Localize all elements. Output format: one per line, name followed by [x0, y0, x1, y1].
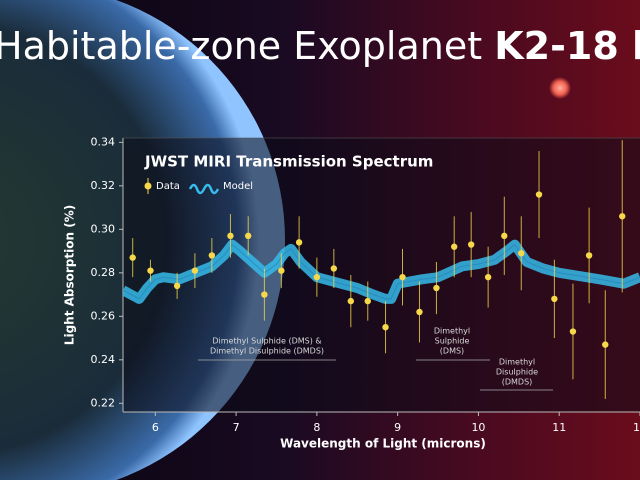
annotation-text: Dimethyl: [434, 327, 470, 336]
data-point: [602, 341, 609, 348]
data-point: [147, 267, 154, 274]
legend-swatch: [144, 182, 152, 190]
data-point: [451, 243, 458, 250]
data-point: [569, 328, 577, 335]
data-point: [484, 273, 492, 281]
data-point: [173, 282, 181, 290]
data-point: [208, 252, 216, 259]
x-tick-label: 10: [471, 421, 485, 434]
data-point: [619, 213, 626, 220]
data-point: [433, 284, 440, 292]
x-tick-label: 7: [233, 421, 240, 434]
x-tick-label: 6: [152, 421, 159, 434]
data-point: [399, 273, 406, 281]
x-tick-label: 8: [313, 421, 320, 434]
data-point: [501, 232, 508, 240]
y-tick-label: 0.24: [91, 353, 116, 366]
annotation-text: (DMDS): [502, 378, 533, 387]
legend-label: Model: [223, 181, 253, 192]
data-point: [313, 273, 321, 281]
y-tick-label: 0.34: [91, 135, 116, 148]
data-point: [227, 232, 234, 240]
data-point: [330, 265, 338, 272]
y-tick-label: 0.26: [91, 309, 116, 322]
data-point: [551, 295, 558, 303]
data-point: [416, 308, 423, 316]
data-point: [129, 254, 136, 261]
annotation-text: Disulphide: [496, 368, 538, 377]
data-point: [347, 297, 355, 305]
data-point: [295, 239, 303, 246]
data-point: [191, 267, 199, 274]
data-point: [467, 241, 475, 248]
data-point: [245, 232, 252, 240]
data-point: [278, 267, 285, 274]
x-tick-label: 9: [394, 421, 401, 434]
title-regular: Habitable-zone Exoplanet: [0, 24, 482, 68]
x-tick-label: 12: [633, 421, 640, 434]
y-tick-label: 0.22: [91, 396, 116, 409]
chart-title: JWST MIRI Transmission Spectrum: [144, 153, 433, 171]
star: [549, 77, 571, 99]
annotation-text: Sulphide: [435, 337, 470, 346]
data-point: [261, 291, 268, 298]
data-point: [518, 250, 525, 257]
y-tick-label: 0.32: [91, 179, 116, 192]
data-point: [535, 191, 543, 198]
y-tick-label: 0.30: [91, 222, 116, 235]
y-tick-label: 0.28: [91, 266, 116, 279]
x-tick-label: 11: [552, 421, 566, 434]
title-bold: K2-18 b: [494, 24, 640, 68]
annotation-text: Dimethyl Sulphide (DMS) &: [212, 337, 321, 346]
data-point: [585, 252, 593, 259]
annotation-text: Dimethyl Disulphide (DMDS): [210, 347, 324, 356]
legend-label: Data: [156, 181, 180, 192]
x-axis-title: Wavelength of Light (microns): [280, 437, 486, 451]
plot-marks: [123, 140, 640, 399]
model-core: [123, 243, 640, 300]
data-point: [382, 323, 389, 331]
data-point: [364, 297, 371, 305]
annotation-text: Dimethyl: [499, 358, 535, 367]
legend-swatch: [188, 183, 220, 195]
page-title: Habitable-zone Exoplanet K2-18 b: [0, 24, 640, 68]
y-axis-title: Light Absorption (%): [63, 205, 77, 345]
annotation-text: (DMS): [440, 347, 464, 356]
